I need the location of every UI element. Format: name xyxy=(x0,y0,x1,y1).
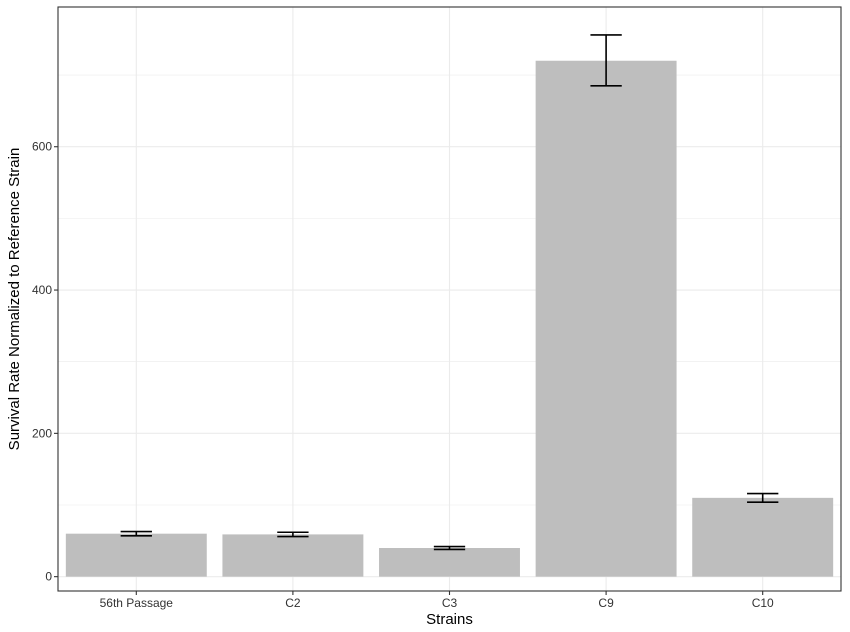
error-bar xyxy=(590,34,622,87)
x-axis-ticks: 56th Passage C2 C3 C9 C10 xyxy=(100,591,774,610)
x-tick-label: C10 xyxy=(752,596,774,610)
y-axis-ticks: 0 200 400 600 xyxy=(32,140,58,584)
bar-c9 xyxy=(535,60,677,577)
x-tick-label: C3 xyxy=(442,596,458,610)
y-tick-label: 200 xyxy=(32,426,52,440)
bar-c2 xyxy=(222,534,364,577)
y-tick-label: 400 xyxy=(32,283,52,297)
y-axis-title: Survival Rate Normalized to Reference St… xyxy=(6,148,23,451)
x-axis-title: Strains xyxy=(426,611,473,628)
y-tick-label: 600 xyxy=(32,140,52,154)
bar-c10 xyxy=(692,497,834,577)
bar-56th-passage xyxy=(65,533,207,577)
error-bars xyxy=(120,34,779,551)
error-bar xyxy=(433,545,466,551)
y-tick-label: 0 xyxy=(45,570,52,584)
error-bar xyxy=(277,531,309,538)
error-bar xyxy=(747,492,779,503)
error-bar xyxy=(120,530,152,537)
x-tick-label: 56th Passage xyxy=(100,596,174,610)
x-tick-label: C9 xyxy=(598,596,614,610)
bars xyxy=(65,60,834,577)
bar-c3 xyxy=(379,548,520,577)
x-tick-label: C2 xyxy=(285,596,301,610)
